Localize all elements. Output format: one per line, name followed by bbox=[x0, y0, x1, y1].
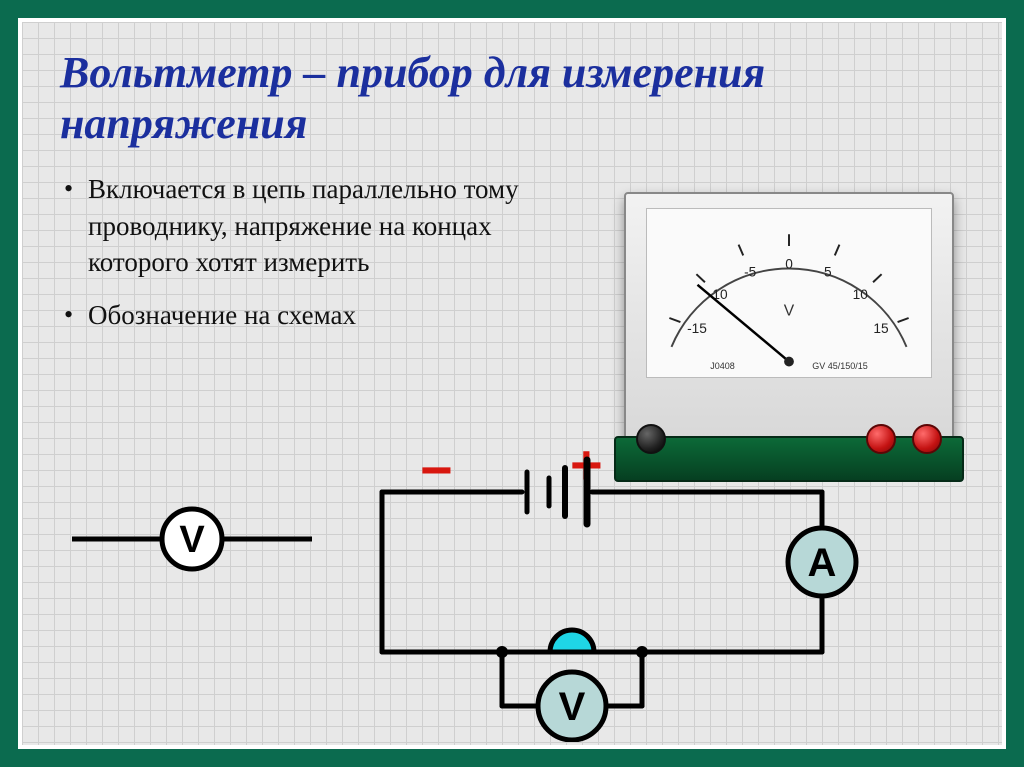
device-fineprint: J0408 GV 45/150/15 bbox=[647, 361, 931, 371]
list-item: Обозначение на схемах bbox=[60, 297, 580, 333]
voltmeter-letter: V bbox=[559, 685, 586, 729]
symbol-letter: V bbox=[179, 519, 205, 561]
voltmeter-device: -15-10-5051015 V J0408 GV 45/150/15 bbox=[624, 182, 954, 482]
svg-text:-15: -15 bbox=[687, 321, 707, 336]
svg-text:5: 5 bbox=[824, 265, 832, 280]
terminal-icon bbox=[636, 424, 666, 454]
unit-label: V bbox=[784, 303, 795, 320]
needle bbox=[697, 285, 789, 362]
ammeter-letter: A bbox=[808, 541, 837, 585]
svg-text:15: 15 bbox=[873, 321, 889, 336]
svg-text:0: 0 bbox=[785, 257, 793, 272]
bullet-list: Включается в цепь параллельно тому прово… bbox=[60, 171, 580, 333]
device-body: -15-10-5051015 V J0408 GV 45/150/15 bbox=[624, 192, 954, 452]
list-item: Включается в цепь параллельно тому прово… bbox=[60, 171, 580, 280]
device-dial: -15-10-5051015 V J0408 GV 45/150/15 bbox=[646, 208, 932, 378]
voltmeter-schematic-symbol: V bbox=[72, 504, 312, 574]
page-title: Вольтметр – прибор для измерения напряже… bbox=[60, 48, 910, 149]
circuit-diagram: A V bbox=[352, 452, 872, 732]
slide-frame: Вольтметр – прибор для измерения напряже… bbox=[18, 18, 1006, 749]
terminal-icon bbox=[912, 424, 942, 454]
svg-text:10: 10 bbox=[853, 287, 869, 302]
lamp-icon bbox=[550, 630, 594, 652]
terminal-icon bbox=[866, 424, 896, 454]
svg-text:-5: -5 bbox=[744, 265, 757, 280]
